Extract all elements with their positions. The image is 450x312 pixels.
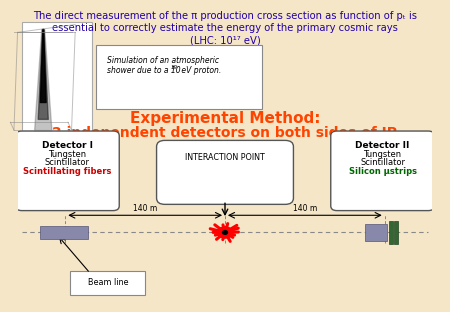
- FancyBboxPatch shape: [331, 131, 434, 211]
- Text: Tungsten: Tungsten: [48, 150, 86, 159]
- Bar: [365, 224, 387, 241]
- FancyBboxPatch shape: [16, 131, 119, 211]
- Circle shape: [217, 227, 233, 238]
- Text: 140 m: 140 m: [292, 204, 317, 213]
- Text: 2 independent detectors on both sides of IP: 2 independent detectors on both sides of…: [53, 126, 397, 140]
- Text: Tungsten: Tungsten: [364, 150, 402, 159]
- FancyBboxPatch shape: [70, 271, 145, 295]
- Text: essential to correctly estimate the energy of the primary cosmic rays: essential to correctly estimate the ener…: [52, 23, 398, 33]
- Text: Detector I: Detector I: [42, 141, 93, 150]
- Text: shower due to a 10: shower due to a 10: [107, 66, 180, 76]
- Text: Scintillator: Scintillator: [45, 158, 90, 168]
- Text: Experimental Method:: Experimental Method:: [130, 111, 320, 126]
- FancyBboxPatch shape: [96, 45, 262, 109]
- Text: 19: 19: [171, 65, 178, 70]
- Text: 140 m: 140 m: [133, 204, 158, 213]
- Bar: [394, 221, 398, 244]
- Text: Silicon μstrips: Silicon μstrips: [349, 167, 417, 176]
- Text: (LHC: 10¹⁷ eV): (LHC: 10¹⁷ eV): [189, 36, 261, 46]
- Circle shape: [222, 231, 228, 234]
- Text: Detector II: Detector II: [356, 141, 410, 150]
- Text: The direct measurement of the π production cross section as function of pₜ is: The direct measurement of the π producti…: [33, 11, 417, 21]
- Text: Beam line: Beam line: [88, 278, 128, 286]
- Bar: [40, 226, 88, 239]
- Text: Scintillator: Scintillator: [360, 158, 405, 168]
- Text: Simulation of an atmospheric: Simulation of an atmospheric: [107, 56, 219, 65]
- FancyBboxPatch shape: [22, 22, 92, 137]
- FancyBboxPatch shape: [157, 140, 293, 204]
- Text: eV proton.: eV proton.: [180, 66, 222, 76]
- Text: Scintillating fibers: Scintillating fibers: [23, 167, 112, 176]
- Text: INTERACTION POINT: INTERACTION POINT: [185, 153, 265, 162]
- Bar: [389, 221, 392, 244]
